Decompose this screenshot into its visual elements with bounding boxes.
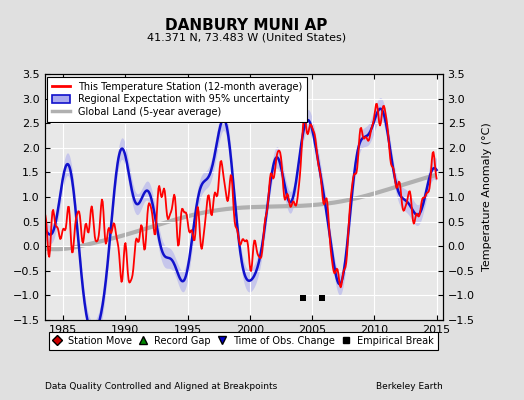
Text: Berkeley Earth: Berkeley Earth <box>376 382 443 391</box>
Text: 41.371 N, 73.483 W (United States): 41.371 N, 73.483 W (United States) <box>147 33 346 43</box>
Legend: Station Move, Record Gap, Time of Obs. Change, Empirical Break: Station Move, Record Gap, Time of Obs. C… <box>49 332 438 350</box>
Y-axis label: Temperature Anomaly (°C): Temperature Anomaly (°C) <box>482 123 492 271</box>
Text: DANBURY MUNI AP: DANBURY MUNI AP <box>165 18 328 33</box>
Text: Data Quality Controlled and Aligned at Breakpoints: Data Quality Controlled and Aligned at B… <box>45 382 277 391</box>
